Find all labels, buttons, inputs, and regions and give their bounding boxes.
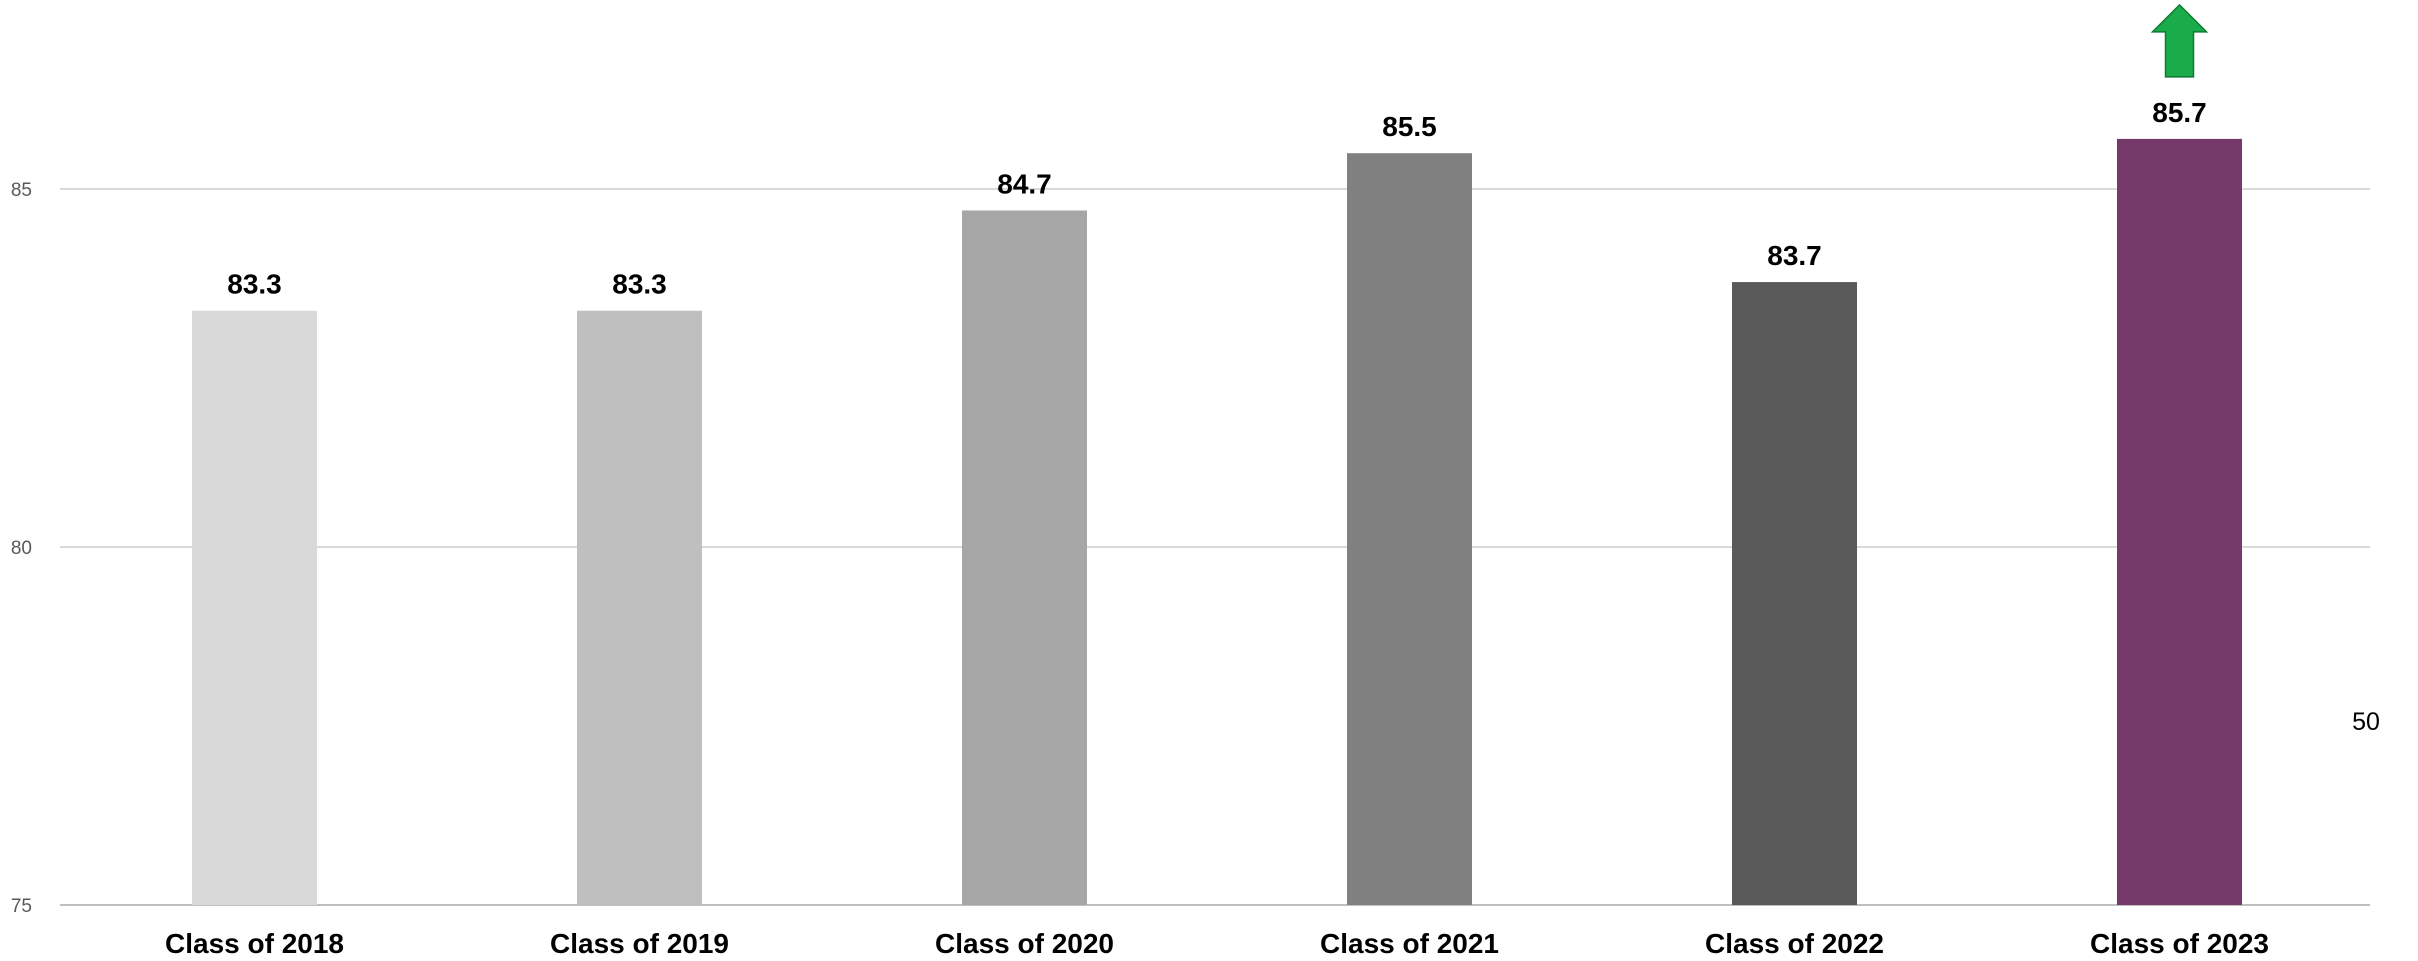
- side-note-label: 50: [2352, 708, 2380, 736]
- data-label: 85.7: [2152, 97, 2207, 128]
- data-labels: 83.3 83.3 84.7 85.5 83.7 85.7: [227, 97, 2207, 300]
- y-tick-label: 80: [11, 538, 32, 559]
- annotations: 50: [2150, 3, 2380, 736]
- x-tick-label: Class of 2023: [2090, 928, 2269, 956]
- data-label: 85.5: [1382, 111, 1437, 142]
- x-tick-label: Class of 2021: [1320, 928, 1499, 956]
- gridlines: [60, 188, 2370, 906]
- axes: 75 80 85 Class of 2018 Class of 2019 Class of…: [11, 180, 2269, 959]
- x-tick-label: Class of 2022: [1705, 928, 1884, 956]
- bar: [577, 310, 702, 906]
- data-label: 83.3: [612, 269, 667, 300]
- data-label: 83.3: [227, 269, 282, 300]
- bar: [192, 310, 317, 906]
- x-tick-label: Class of 2018: [165, 928, 344, 956]
- y-tick-label: 85: [11, 180, 32, 201]
- bar: [1347, 153, 1472, 905]
- bars: [192, 138, 2242, 906]
- up-arrow-icon: [2150, 3, 2209, 78]
- x-tick-label: Class of 2020: [935, 928, 1114, 956]
- bar: [1732, 282, 1857, 906]
- x-tick-label: Class of 2019: [550, 928, 729, 956]
- bar: [2117, 138, 2242, 905]
- y-tick-label: 75: [11, 896, 32, 917]
- bar: [962, 210, 1087, 906]
- data-label: 83.7: [1767, 240, 1822, 271]
- data-label: 84.7: [997, 168, 1052, 199]
